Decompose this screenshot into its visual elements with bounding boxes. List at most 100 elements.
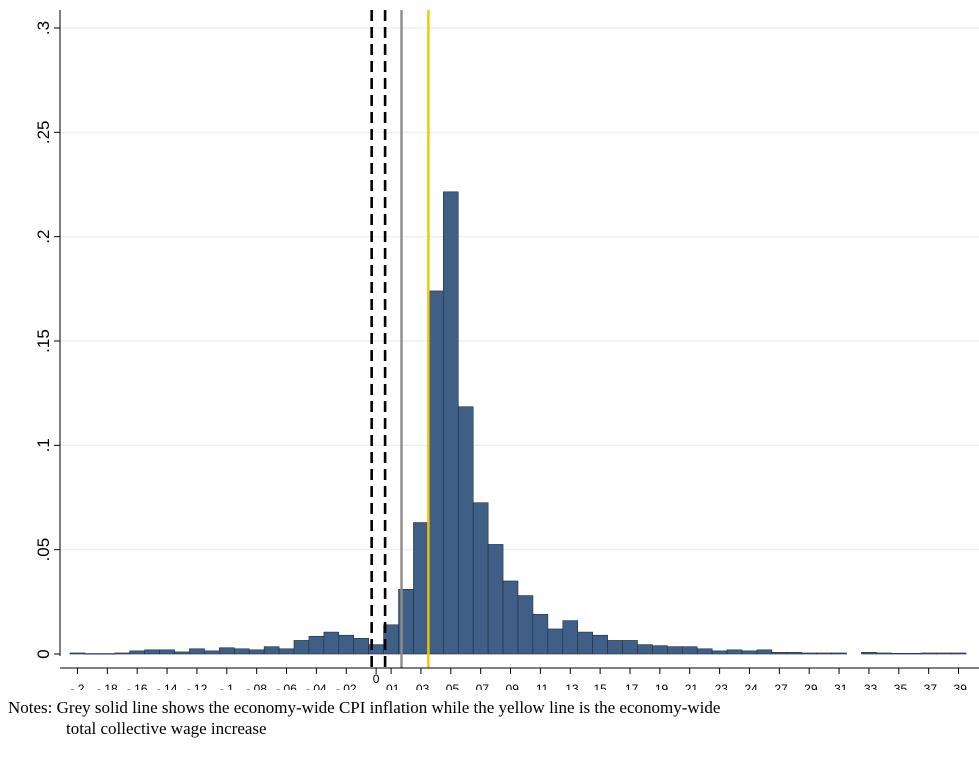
histogram-bar bbox=[233, 648, 250, 655]
x-tick-label: .11 bbox=[533, 682, 549, 690]
histogram-bar bbox=[741, 650, 758, 655]
histogram-bar bbox=[861, 652, 877, 655]
histogram-bar bbox=[577, 631, 593, 655]
histogram-bar bbox=[816, 652, 832, 655]
histogram-bar bbox=[637, 644, 653, 655]
histogram-bar bbox=[681, 646, 698, 655]
histogram-bar bbox=[831, 652, 847, 655]
histogram-bar bbox=[876, 652, 892, 655]
histogram-bar bbox=[905, 653, 922, 655]
histogram-bar bbox=[204, 650, 220, 655]
notes-line-2: total collective wage increase bbox=[66, 719, 267, 738]
histogram-bar bbox=[711, 650, 728, 655]
x-tick-label: .39 bbox=[950, 682, 967, 690]
histogram-bar bbox=[353, 638, 369, 655]
x-tick-label: .17 bbox=[622, 682, 639, 690]
x-tick-label: -.16 bbox=[127, 682, 148, 690]
histogram-bar bbox=[413, 522, 429, 655]
x-tick-label: .05 bbox=[442, 682, 459, 690]
x-tick-label: -.06 bbox=[276, 682, 297, 690]
histogram-bar bbox=[726, 649, 743, 655]
y-tick-label: .05 bbox=[34, 538, 53, 562]
x-tick-label: .33 bbox=[861, 682, 878, 690]
x-tick-label: -.12 bbox=[187, 682, 208, 690]
histogram-bar bbox=[457, 406, 474, 655]
x-tick-label: -.08 bbox=[246, 682, 267, 690]
histogram-bar bbox=[950, 652, 967, 655]
histogram-chart: 0.05.1.15.2.25.3 -.2 -.18 -.16 -.14 -.12 -.1-… bbox=[34, 10, 979, 690]
y-tick-label: .3 bbox=[34, 21, 53, 35]
histogram-bar bbox=[428, 290, 444, 655]
histogram-bar bbox=[771, 652, 788, 655]
histogram-bar bbox=[517, 595, 534, 655]
histogram-bar bbox=[69, 652, 86, 655]
histogram-bar bbox=[696, 648, 713, 655]
histogram-bar bbox=[248, 649, 265, 655]
x-tick-label: .03 bbox=[413, 682, 430, 690]
y-tick-label: .1 bbox=[34, 438, 53, 452]
histogram-bar bbox=[443, 191, 459, 655]
x-tick-label: -.1 bbox=[220, 682, 234, 690]
histogram-bar bbox=[308, 635, 325, 655]
x-tick-label: 15 bbox=[593, 682, 607, 690]
y-axis: 0 .05 .1 .15 .2 .25 .3 bbox=[34, 10, 61, 659]
x-tick-label: .24 bbox=[741, 682, 758, 690]
x-tick-label: .27 bbox=[771, 682, 788, 690]
notes-line-1: Notes: Grey solid line shows the economy… bbox=[8, 698, 721, 717]
y-tick-label: .15 bbox=[34, 329, 53, 353]
histogram-bar bbox=[652, 645, 668, 655]
histogram-bar bbox=[532, 614, 549, 655]
histogram-bars bbox=[69, 191, 967, 655]
histogram-bar bbox=[920, 652, 937, 655]
histogram-bar bbox=[84, 653, 101, 655]
histogram-bar bbox=[502, 580, 519, 655]
x-tick-label: .21 bbox=[681, 682, 698, 690]
notes-caption: Notes: Grey solid line shows the economy… bbox=[8, 697, 979, 739]
histogram-bar bbox=[189, 648, 205, 655]
reference-lines bbox=[370, 10, 430, 668]
x-tick-label: .29 bbox=[801, 682, 818, 690]
x-tick-label: .35 bbox=[890, 682, 907, 690]
x-tick-label: .13 bbox=[562, 682, 579, 690]
histogram-bar bbox=[607, 640, 623, 655]
histogram-bar bbox=[144, 649, 160, 655]
x-tick-label: .37 bbox=[920, 682, 937, 690]
x-tick-label: .31 bbox=[831, 682, 848, 690]
x-tick-label: -.02 bbox=[336, 682, 357, 690]
x-tick-label: .07 bbox=[472, 682, 489, 690]
histogram-bar bbox=[323, 631, 340, 655]
histogram-bar bbox=[263, 646, 280, 655]
x-axis: -.2 -.18 -.16 -.14 -.12 -.1 -.08 -.06 -.04 -.02 0.… bbox=[60, 667, 979, 690]
histogram-bar bbox=[219, 647, 235, 655]
histogram-bar bbox=[293, 640, 310, 655]
y-tick-label: .25 bbox=[34, 121, 53, 145]
histogram-bar bbox=[159, 649, 175, 655]
histogram-bar bbox=[667, 646, 683, 655]
y-tick-label: .2 bbox=[34, 230, 53, 244]
histogram-bar bbox=[935, 652, 952, 655]
histogram-bar bbox=[622, 640, 638, 655]
histogram-bar bbox=[592, 634, 608, 655]
y-tick-label: 0 bbox=[34, 649, 53, 658]
x-tick-label: 0 bbox=[373, 672, 380, 686]
histogram-bar bbox=[114, 652, 131, 655]
histogram-bar bbox=[129, 650, 145, 655]
histogram-bar bbox=[487, 544, 504, 655]
histogram-bar bbox=[562, 620, 579, 655]
x-tick-label: .09 bbox=[502, 682, 519, 690]
x-tick-label: .19 bbox=[652, 682, 669, 690]
x-tick-label: -.18 bbox=[97, 682, 118, 690]
histogram-bar bbox=[801, 652, 817, 655]
histogram-bar bbox=[278, 648, 295, 655]
histogram-bar bbox=[891, 653, 907, 655]
histogram-bar bbox=[472, 502, 489, 655]
histogram-bar bbox=[756, 649, 773, 655]
grid-lines bbox=[60, 27, 979, 551]
x-tick-label: .23 bbox=[711, 682, 728, 690]
histogram-bar bbox=[547, 628, 564, 655]
histogram-bar bbox=[174, 651, 190, 655]
x-tick-label: -.14 bbox=[157, 682, 178, 690]
histogram-bar bbox=[786, 652, 803, 655]
x-tick-label: -.04 bbox=[306, 682, 327, 690]
x-tick-label: -.2 bbox=[70, 682, 84, 690]
